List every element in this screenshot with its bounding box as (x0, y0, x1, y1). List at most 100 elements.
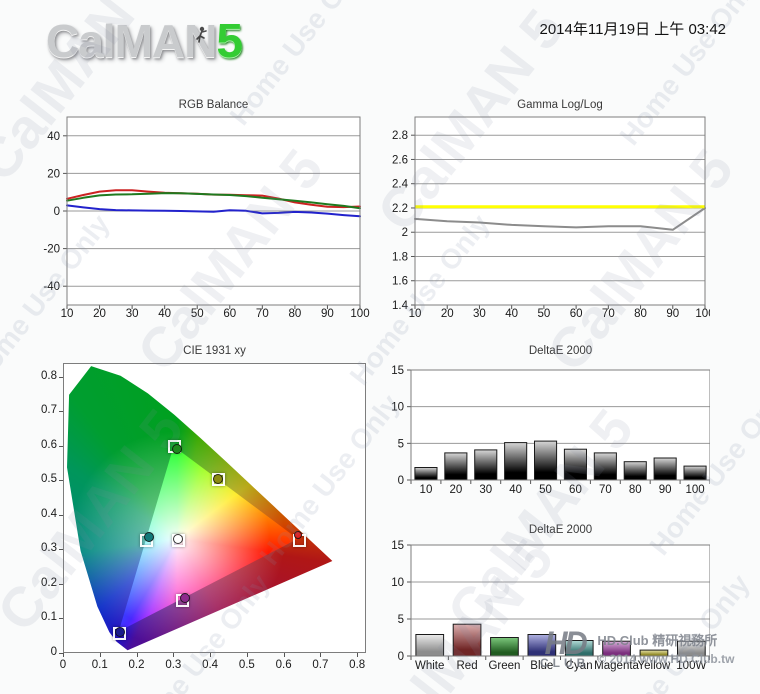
svg-text:40: 40 (47, 131, 60, 143)
cie-y-tick (59, 549, 63, 551)
cie-y-tick-label: 0.2 (41, 576, 57, 589)
cie-x-tick-label: 0.1 (91, 659, 108, 671)
svg-text:40: 40 (158, 308, 171, 320)
cie-x-tick-label: 0.3 (165, 659, 182, 671)
gamma-title: Gamma Log/Log (517, 99, 603, 111)
cie-x-tick (246, 653, 248, 657)
svg-text:90: 90 (321, 308, 334, 320)
cie-x-tick-label: 0.4 (202, 659, 219, 671)
color-deltae-plot: 0 5 10 15 White Red Green Blue Cyan MagentaYellow… (391, 540, 710, 672)
cie-plot-area (63, 363, 366, 653)
svg-text:2: 2 (402, 227, 408, 239)
svg-text:10: 10 (409, 308, 422, 320)
svg-text:30: 30 (473, 308, 486, 320)
series-gamma (414, 207, 706, 231)
cie-y-tick (59, 618, 63, 620)
cie-x-tick (357, 653, 359, 657)
svg-text:80: 80 (288, 308, 301, 320)
svg-text:1.8: 1.8 (392, 251, 408, 263)
svg-text:Blue: Blue (530, 660, 553, 672)
axes: 1.4 1.6 1.8 2 2.2 2.4 2.6 2.8 10 20 30 40 50 60 70 80 90… (392, 130, 710, 320)
bar-50 (534, 440, 558, 481)
svg-text:Green: Green (488, 660, 520, 672)
gamma-chart: Gamma Log/Log 1.4 1.6 1.8 2 2.2 2.4 2.6 2.8 10 20… (385, 99, 710, 331)
cie-y-tick-label: 0.4 (41, 507, 57, 520)
cie-y-tick (59, 411, 63, 413)
cie-x-tick-label: 0 (59, 659, 67, 671)
svg-text:100: 100 (685, 484, 704, 496)
axes: 0 5 10 15 White Red Green Blue Cyan MagentaYellow… (391, 540, 710, 672)
calman-logo-5: 5 (216, 15, 244, 68)
bar-90 (653, 457, 677, 481)
hdclub-watermark: HD CLUB HD.Club 精研視務所 © 2014 www.HD.Club… (540, 625, 734, 670)
hdclub-logo-club: CLUB (540, 656, 590, 670)
svg-text:40: 40 (505, 308, 518, 320)
svg-text:60: 60 (223, 308, 236, 320)
svg-text:5: 5 (398, 614, 404, 626)
svg-text:30: 30 (126, 308, 139, 320)
calman-logo: CalMAN5 (46, 14, 243, 69)
cie-y-tick (59, 583, 63, 585)
cie-measured-red (293, 530, 302, 539)
svg-text:White: White (415, 660, 444, 672)
svg-text:90: 90 (666, 308, 679, 320)
svg-text:10: 10 (391, 577, 404, 589)
svg-text:10: 10 (391, 402, 404, 414)
hdclub-name: HD.Club 精研視務所 (597, 633, 718, 648)
hdclub-copyright: © 2014 www.HD.Club.tw (597, 652, 735, 666)
bars (414, 440, 707, 481)
svg-text:-40: -40 (43, 281, 60, 293)
bar-20 (444, 452, 468, 481)
cie-measured-cyan (144, 531, 155, 542)
svg-text:50: 50 (539, 484, 552, 496)
series-blue (66, 204, 361, 218)
svg-text:Red: Red (457, 660, 478, 672)
svg-text:70: 70 (256, 308, 269, 320)
series-lines (414, 207, 706, 231)
svg-text:20: 20 (47, 168, 60, 180)
calman-logo-text: CalMAN (46, 15, 217, 67)
color-deltae-title: DeltaE 2000 (528, 524, 593, 536)
svg-text:0: 0 (54, 206, 60, 218)
svg-text:30: 30 (479, 484, 492, 496)
svg-text:50: 50 (191, 308, 204, 320)
svg-text:Yellow: Yellow (638, 660, 672, 672)
bar-white (415, 634, 445, 657)
svg-text:80: 80 (629, 484, 642, 496)
svg-text:100W: 100W (676, 660, 706, 672)
rgb-balance-title: RGB Balance (178, 99, 249, 111)
series-green (66, 192, 361, 210)
axes: 0 5 10 15 10 20 30 40 50 60 70 80 90 100 (391, 365, 710, 496)
cie-measured-white (172, 533, 183, 544)
cie-1931-chart: CIE 1931 xy 0 0.1 0.2 0.3 0.4 0.5 0.6 0.7 0.8 0 0.… (30, 345, 375, 675)
cie-x-tick-label: 0.8 (349, 659, 366, 671)
svg-text:70: 70 (599, 484, 612, 496)
svg-text:70: 70 (602, 308, 615, 320)
climber-icon (196, 26, 207, 43)
cie-y-tick-label: 0.1 (41, 611, 57, 624)
cie-y-tick-label: 0.5 (41, 473, 57, 486)
bar-100 (683, 465, 707, 481)
svg-text:60: 60 (570, 308, 583, 320)
svg-text:2.4: 2.4 (392, 179, 409, 191)
hdclub-texts: HD.Club 精研視務所 © 2014 www.HD.Club.tw (597, 630, 734, 666)
svg-text:60: 60 (569, 484, 582, 496)
bar-10 (414, 467, 438, 481)
cie-measured-yellow (212, 473, 223, 484)
cie-measured-blue (114, 626, 125, 637)
svg-text:10: 10 (61, 308, 74, 320)
svg-text:1.4: 1.4 (392, 300, 409, 312)
cie-x-tick (210, 653, 212, 657)
series-lines (66, 189, 361, 218)
svg-text:2.6: 2.6 (392, 154, 408, 166)
bar-30 (474, 449, 498, 481)
cie-x-tick (99, 653, 101, 657)
cie-y-tick-label: 0.6 (41, 438, 57, 451)
svg-text:2.8: 2.8 (392, 130, 408, 142)
hdclub-logo-hd: HD (544, 625, 588, 661)
cie-y-tick (59, 480, 63, 482)
svg-text:-20: -20 (43, 244, 60, 256)
bar-70 (593, 452, 617, 481)
svg-text:20: 20 (441, 308, 454, 320)
